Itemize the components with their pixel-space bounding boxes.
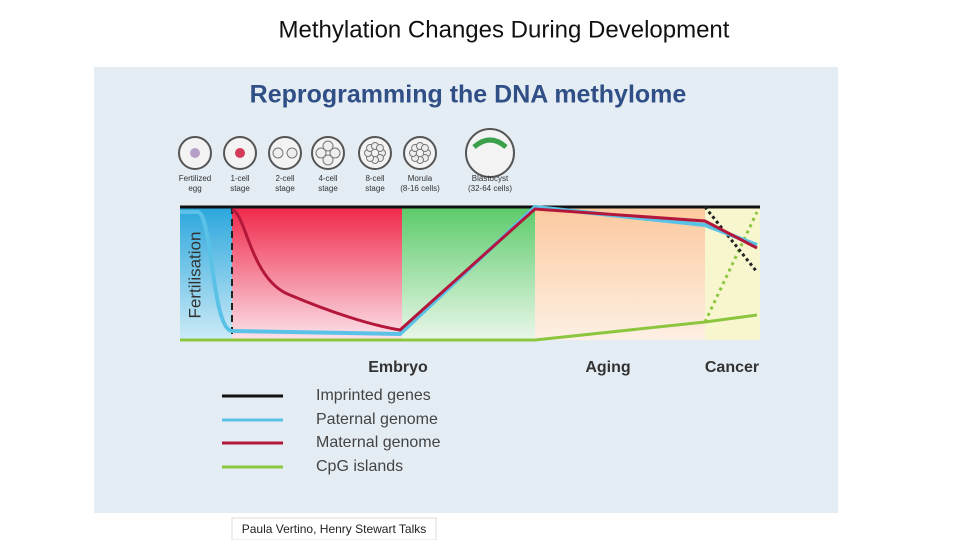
y-label: Fertilisation	[185, 232, 204, 319]
stage-label: Blastocyst	[472, 174, 509, 183]
legend-label: CpG islands	[316, 458, 403, 475]
cell	[420, 144, 429, 153]
credit: Paula Vertino, Henry Stewart Talks	[242, 522, 427, 536]
maternal-line	[231, 207, 758, 332]
cpg-line	[180, 313, 758, 342]
stage-label: egg	[188, 184, 201, 193]
imprinted-cancer-line	[703, 206, 759, 273]
stage-icon	[465, 128, 515, 178]
phase-label: Cancer	[705, 359, 759, 376]
stage-label: stage	[275, 184, 295, 193]
stage-label: stage	[365, 184, 385, 193]
legend-label: Paternal genome	[316, 411, 438, 428]
stage-label: 1-cell	[230, 174, 249, 183]
phase-label: Embryo	[368, 359, 428, 376]
stage-label: Morula	[408, 174, 433, 183]
credit-box	[231, 517, 437, 540]
plot: Fertilisation Embryo Aging Cancer	[180, 204, 760, 376]
cell	[322, 140, 334, 152]
nucleus	[235, 148, 245, 158]
stage-icon	[403, 136, 437, 170]
legend: Imprinted genes Paternal genome Maternal…	[222, 387, 441, 475]
stage-label: 8-cell	[365, 174, 384, 183]
figure-title: Reprogramming the DNA methylome	[250, 81, 687, 109]
nucleus	[190, 148, 200, 158]
cell	[272, 147, 284, 159]
cell	[375, 144, 384, 153]
stage-icon	[358, 136, 392, 170]
blastocyst-cells	[472, 137, 508, 149]
stage-label: (8-16 cells)	[400, 184, 440, 193]
embryo-red-region	[232, 207, 402, 340]
stage-label: stage	[230, 184, 250, 193]
stage-icon	[311, 136, 345, 170]
stage-label: 2-cell	[275, 174, 294, 183]
legend-label: Maternal genome	[316, 434, 441, 451]
stage-label: (32-64 cells)	[468, 184, 512, 193]
cell	[329, 147, 341, 159]
phase-label: Aging	[585, 359, 630, 376]
stage-label: stage	[318, 184, 338, 193]
legend-label: Imprinted genes	[316, 387, 431, 404]
cell	[322, 154, 334, 166]
stage-icon	[268, 136, 302, 170]
stage-label: 4-cell	[318, 174, 337, 183]
slide-title: Methylation Changes During Development	[279, 16, 730, 43]
stages: Fertilizedegg1-cellstage2-cellstage4-cel…	[178, 128, 515, 193]
cell	[286, 147, 298, 159]
paternal-line	[180, 204, 758, 337]
cell	[315, 147, 327, 159]
aging-region	[535, 207, 705, 340]
stage-label: Fertilized	[179, 174, 211, 183]
